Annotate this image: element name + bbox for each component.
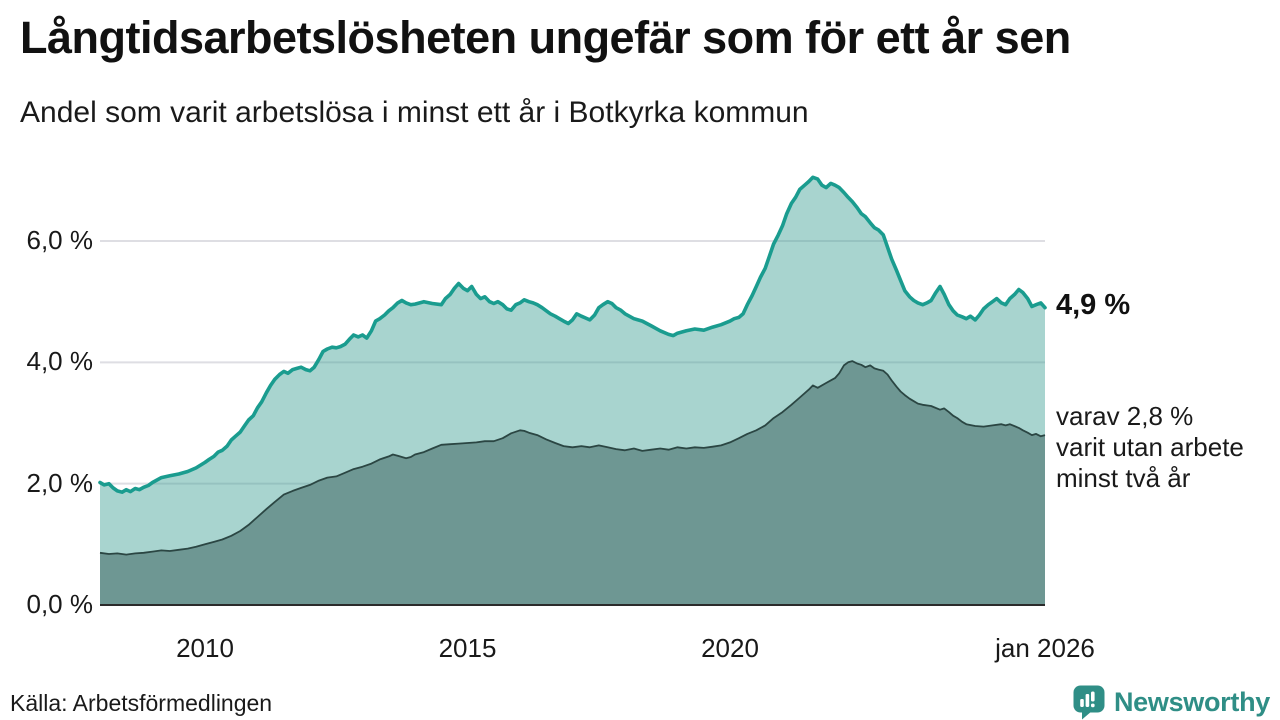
page-title: Långtidsarbetslösheten ungefär som för e… — [20, 12, 1071, 63]
newsworthy-bubble-chart-icon — [1073, 685, 1105, 720]
newsworthy-logo: Newsworthy — [1072, 684, 1270, 720]
x-tick-label: 2010 — [176, 633, 234, 663]
x-tick-label: 2015 — [438, 633, 497, 663]
area-share-two-years — [100, 361, 1045, 605]
y-tick-label: 0,0 % — [26, 589, 94, 619]
y-tick-label: 2,0 % — [26, 467, 94, 498]
sub-annotation-line: minst två år — [1056, 463, 1191, 493]
line-share-two-years — [99, 360, 1046, 556]
source-note: Källa: Arbetsförmedlingen — [10, 690, 273, 716]
x-tick-label: jan 2026 — [995, 633, 1095, 663]
page-subtitle: Andel som varit arbetslösa i minst ett å… — [20, 96, 809, 129]
sub-annotation-line: varit utan arbete — [1056, 432, 1244, 462]
brand-name: Newsworthy — [1113, 686, 1270, 717]
y-tick-label: 6,0 % — [26, 224, 94, 255]
x-tick-label: 2020 — [701, 633, 759, 663]
line-share-one-year — [98, 175, 1047, 494]
sub-annotation-line: varav 2,8 % — [1056, 401, 1194, 431]
sub-series-annotation: varav 2,8 % varit utan arbete minst två … — [1056, 401, 1244, 494]
latest-value-label: 4,9 % — [1056, 288, 1131, 321]
y-tick-label: 4,0 % — [26, 346, 94, 377]
